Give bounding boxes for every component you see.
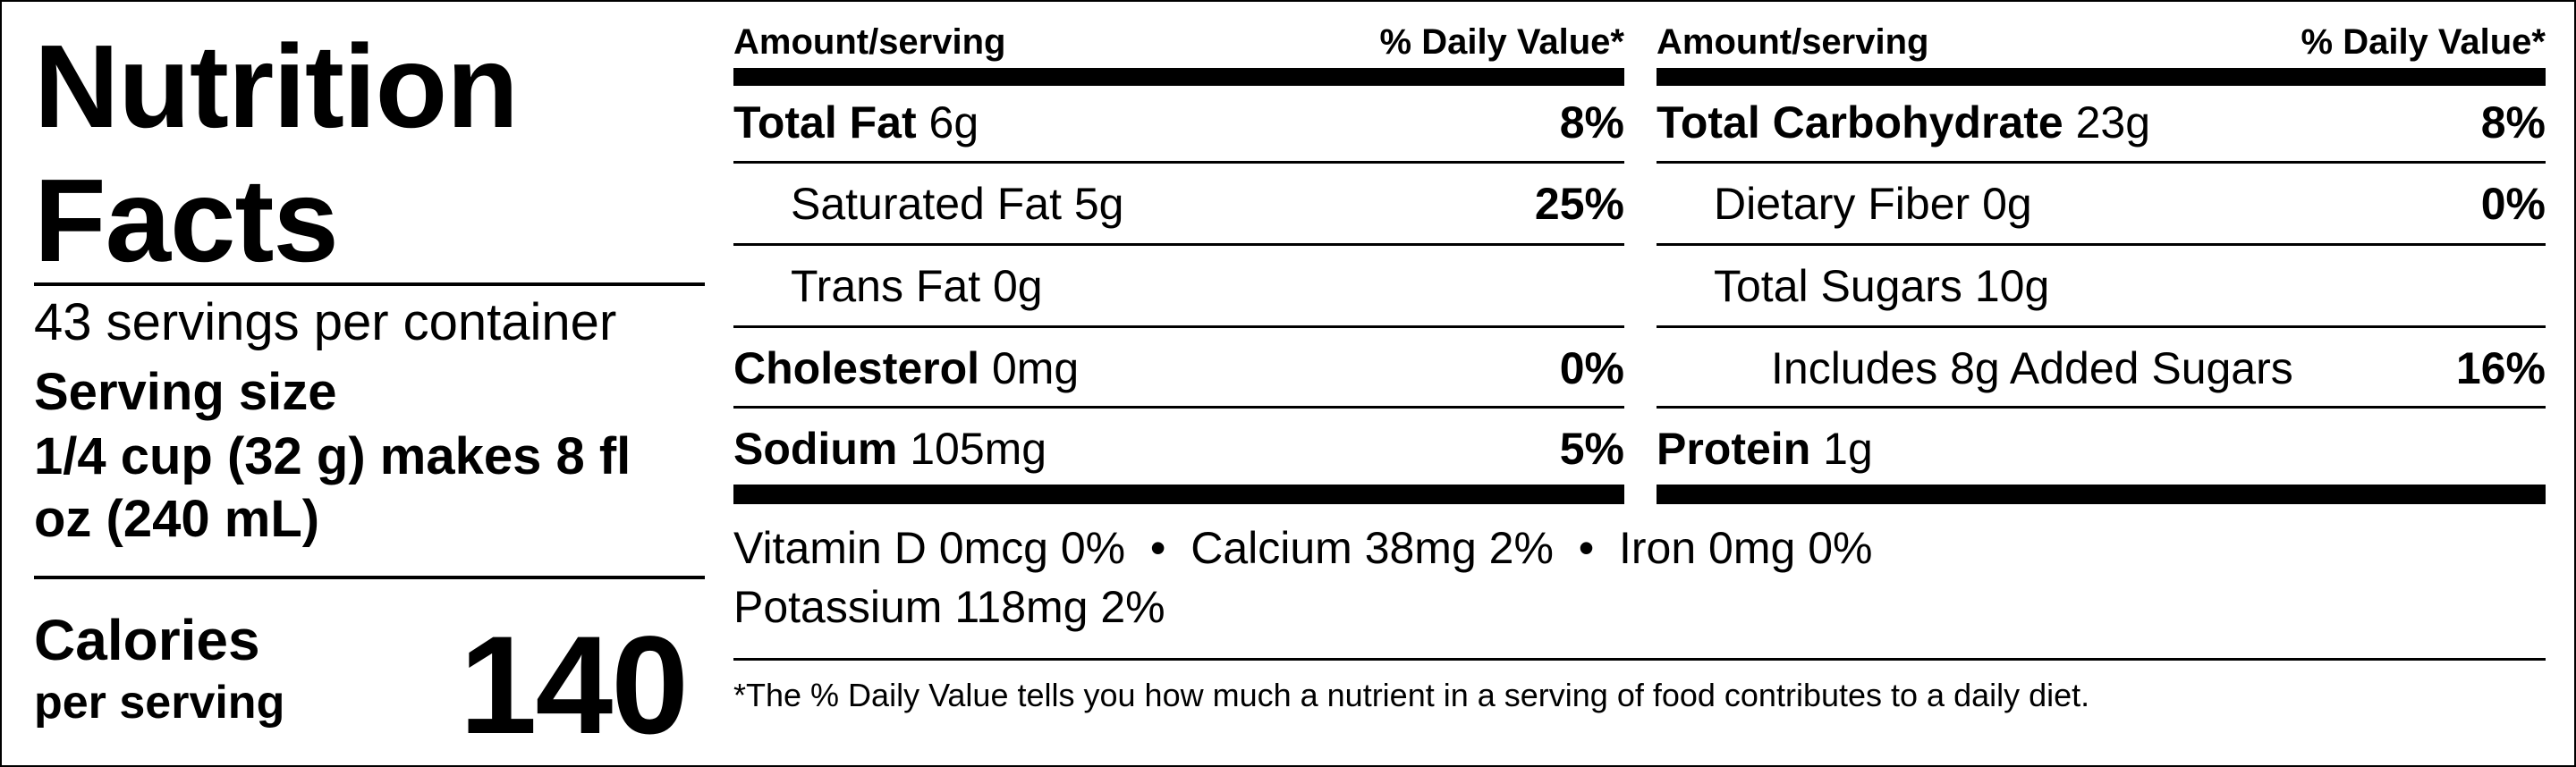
divider	[733, 406, 1624, 409]
label-title: Nutrition Facts	[34, 21, 519, 286]
nutrient-dv: 0%	[2480, 179, 2546, 229]
nutrient-amount: 105mg	[897, 424, 1047, 474]
nutrient-name: Trans Fat 0g	[791, 246, 1043, 326]
nutrient-name: Protein	[1657, 424, 1811, 474]
nutrient-name: Saturated Fat 5g	[791, 164, 1123, 244]
thick-divider	[1657, 485, 2546, 504]
thick-divider	[733, 485, 1624, 504]
amount-header: Amount/serving	[733, 22, 1006, 62]
nutrient-amount: 10g	[1962, 261, 2050, 311]
thick-divider	[733, 68, 1624, 86]
divider	[34, 576, 705, 579]
daily-value-footnote: *The % Daily Value tells you how much a …	[733, 677, 2090, 713]
calories-label: Calories	[34, 608, 260, 672]
nutrient-name-text: Includes 8g Added Sugars	[1771, 343, 2293, 393]
divider	[733, 243, 1624, 246]
nutrient-row-total-sugars: Total Sugars 10g	[1657, 246, 2546, 326]
nutrient-row-saturated-fat: Saturated Fat 5g 25%	[733, 164, 1624, 244]
nutrient-name: Dietary Fiber 0g	[1714, 164, 2032, 244]
nutrient-dv: 16%	[2455, 343, 2546, 393]
nutrient-dv: 0%	[1559, 343, 1624, 393]
divider	[1657, 406, 2546, 409]
nutrient-amount: 0mg	[979, 343, 1080, 393]
calories-sub-label: per serving	[34, 677, 285, 729]
nutrient-name: Total Fat	[733, 97, 917, 148]
divider	[1657, 325, 2546, 328]
serving-size-value: 1/4 cup (32 g) makes 8 fl oz (240 mL)	[34, 427, 631, 548]
servings-per-container: 43 servings per container	[34, 293, 617, 351]
nutrient-row-protein: Protein 1g	[1657, 409, 2546, 489]
divider	[733, 161, 1624, 164]
nutrient-row-trans-fat: Trans Fat 0g	[733, 246, 1624, 326]
nutrient-row-added-sugars: Includes 8g Added Sugars 16%	[1657, 328, 2546, 409]
serving-size-label: Serving size	[34, 363, 337, 421]
nutrient-amount: 0g	[980, 261, 1043, 311]
nutrient-name: Includes 8g Added Sugars	[1771, 328, 2293, 409]
nutrient-row-dietary-fiber: Dietary Fiber 0g 0%	[1657, 164, 2546, 244]
nutrient-amount: 1g	[1810, 424, 1873, 474]
amount-header: Amount/serving	[1657, 22, 1929, 62]
nutrient-dv: 25%	[1534, 179, 1624, 229]
nutrient-name-text: Total Sugars	[1714, 261, 1962, 311]
nutrient-name: Total Sugars 10g	[1714, 246, 2049, 326]
nutrient-row-sodium: Sodium 105mg 5%	[733, 409, 1624, 489]
nutrient-amount: 23g	[2063, 97, 2151, 148]
nutrient-name: Cholesterol	[733, 343, 980, 393]
nutrient-amount: 0g	[1970, 179, 2032, 229]
nutrient-name: Total Carbohydrate	[1657, 97, 2063, 148]
nutrient-row-total-carbohydrate: Total Carbohydrate 23g 8%	[1657, 82, 2546, 163]
nutrient-name-text: Trans Fat	[791, 261, 981, 311]
vitamins-line-2: Potassium 118mg 2%	[733, 582, 1165, 632]
vitamins-line-1: Vitamin D 0mcg 0% • Calcium 38mg 2% • Ir…	[733, 523, 1873, 573]
calories-value: 140	[459, 608, 689, 763]
dv-header: % Daily Value*	[1379, 22, 1624, 62]
nutrient-name-text: Saturated Fat	[791, 179, 1062, 229]
vitamins-minerals: Vitamin D 0mcg 0% • Calcium 38mg 2% • Ir…	[733, 518, 1872, 636]
nutrient-name-text: Dietary Fiber	[1714, 179, 1970, 229]
dv-header: % Daily Value*	[2301, 22, 2546, 62]
divider	[1657, 243, 2546, 246]
nutrient-dv: 5%	[1559, 424, 1624, 474]
divider	[1657, 161, 2546, 164]
divider	[34, 282, 705, 286]
nutrient-amount: 5g	[1061, 179, 1124, 229]
nutrient-amount: 6g	[916, 97, 979, 148]
divider	[733, 658, 2546, 661]
nutrient-dv: 8%	[2480, 97, 2546, 148]
nutrient-dv: 8%	[1559, 97, 1624, 148]
divider	[733, 325, 1624, 328]
thick-divider	[1657, 68, 2546, 86]
nutrient-row-cholesterol: Cholesterol 0mg 0%	[733, 328, 1624, 409]
nutrient-row-total-fat: Total Fat 6g 8%	[733, 82, 1624, 163]
nutrient-name: Sodium	[733, 424, 898, 474]
